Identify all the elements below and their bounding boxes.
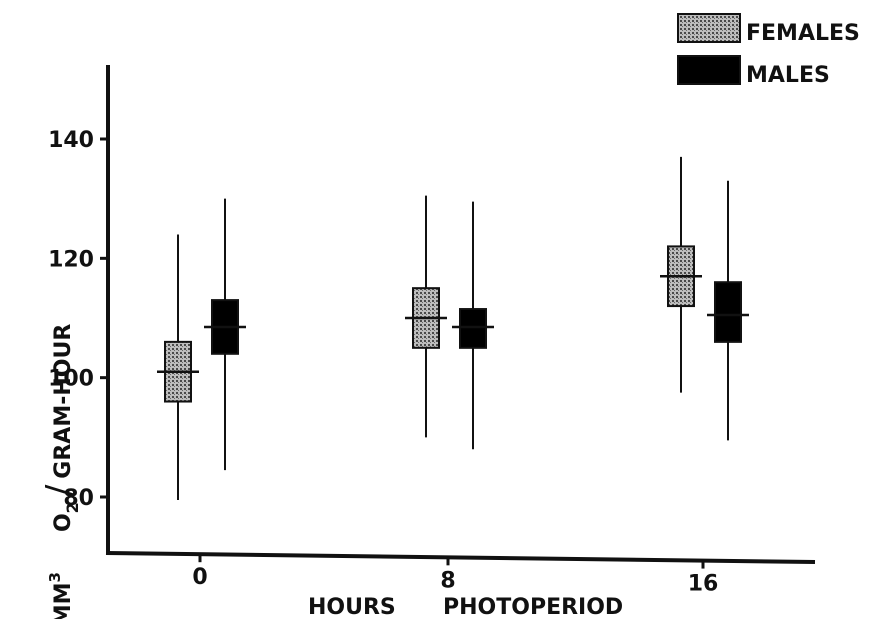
- y-tick-label: 80: [63, 486, 94, 511]
- svg-text:MM3O2/GRAM-HOUR: MM3 O2 / GRAM-HOUR: [39, 324, 82, 619]
- y-label-slash: /: [39, 484, 79, 496]
- legend-swatch-males: [677, 55, 741, 85]
- legend: FEMALES MALES: [677, 13, 860, 88]
- y-label-mm-superscript: 3: [46, 572, 64, 582]
- y-tick-label: 120: [48, 247, 94, 272]
- y-tick-label: 100: [48, 367, 94, 392]
- legend-label-males: MALES: [746, 63, 830, 88]
- y-label-gram-hour: GRAM-HOUR: [51, 324, 76, 479]
- x-axis-label-hours: HOURS: [308, 595, 396, 619]
- y-label-mm: MM: [51, 582, 76, 619]
- males-box: [714, 281, 742, 343]
- y-label-o2-subscript: 2: [63, 502, 82, 513]
- y-axis-label: MM3 O2 / GRAM-HOUR: [39, 324, 82, 619]
- x-axis-label-photoperiod: PHOTOPERIOD: [443, 595, 623, 619]
- x-tick-label: 8: [440, 568, 455, 593]
- y-label-o2: O: [51, 513, 76, 532]
- x-ticks: 0 8 16: [192, 554, 719, 597]
- legend-swatch-females: [677, 13, 741, 43]
- x-tick-label: 16: [688, 572, 719, 597]
- y-tick-label: 140: [48, 128, 94, 153]
- x-tick-label: 0: [192, 565, 207, 590]
- x-axis-line: [105, 551, 816, 564]
- plot-marks: [157, 156, 749, 500]
- males-box: [459, 308, 487, 349]
- y-ticks: 80 100 120 140: [48, 128, 108, 511]
- legend-label-females: FEMALES: [746, 21, 860, 46]
